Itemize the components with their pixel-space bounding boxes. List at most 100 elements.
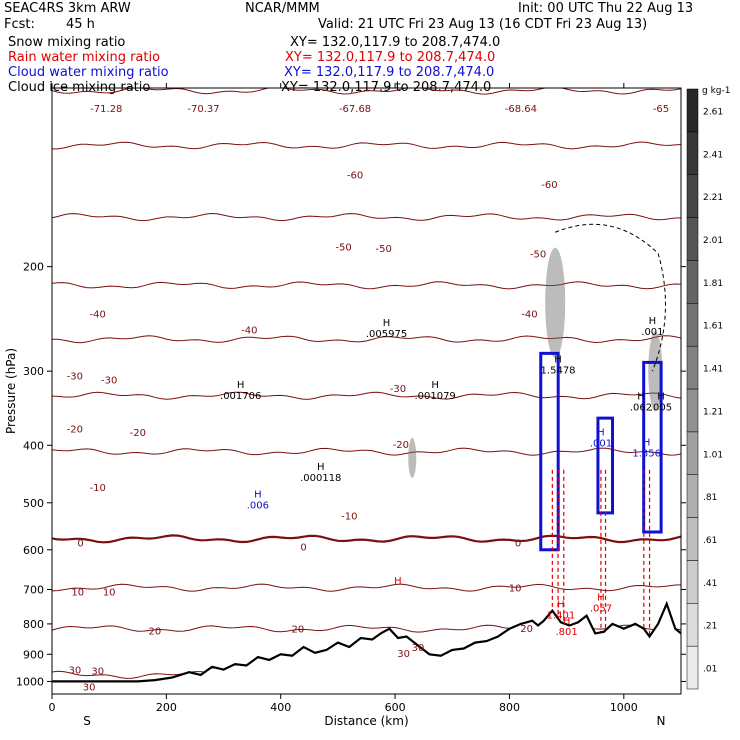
max-value-5: .006 (247, 501, 269, 512)
y-tick-label-300: 300 (23, 365, 44, 378)
plot-content: -71.28 -70.37 -67.68 -68.64 -65 -60 -60 -50 -50 -… (52, 88, 681, 694)
colorbar-swatch-8 (686, 303, 699, 347)
contour-label-34: 30 (83, 683, 96, 694)
y-axis-title: Pressure (hPa) (4, 348, 18, 434)
contour-label-0: -71.28 (90, 104, 122, 115)
isotherm--20 (52, 391, 681, 400)
x-tick-label-0: 0 (49, 701, 56, 714)
contour-label-31: 30 (91, 666, 104, 677)
colorbar-label-8: 1.61 (703, 322, 723, 332)
isotherm-10 (52, 583, 681, 592)
x-tick-label-800: 800 (499, 701, 520, 714)
contour-label-11: -40 (241, 325, 257, 336)
contour-label-21: 0 (77, 538, 83, 549)
x-tick-label-600: 600 (385, 701, 406, 714)
isotherm--30 (52, 335, 681, 344)
max-marker-12: H (657, 392, 665, 403)
x-tick-label-200: 200 (156, 701, 177, 714)
isotherm--10 (52, 447, 681, 456)
terrain-fill (52, 603, 681, 694)
cloud-water-region-0 (539, 351, 560, 552)
contour-label-18: -20 (393, 440, 409, 451)
max-value-14: .001 (590, 438, 612, 449)
isotherm-0 (52, 534, 681, 544)
contour-label-27: 20 (149, 626, 162, 637)
x-axis-title: Distance (km) (324, 714, 408, 728)
x-tick-label-1000: 1000 (610, 701, 638, 714)
y-tick-label-700: 700 (23, 584, 44, 597)
colorbar-swatch-4 (686, 474, 699, 518)
colorbar-label-3: .61 (703, 536, 717, 546)
field-xy-cloud-water: XY= 132.0,117.9 to 208.7,474.0 (284, 65, 495, 80)
contour-label-22: 0 (300, 542, 306, 553)
contour-label-19: -10 (90, 483, 106, 494)
center-title: NCAR/MMM (245, 1, 320, 16)
contour-label-20: -10 (341, 511, 357, 522)
colorbar-label-13: 2.61 (703, 107, 723, 117)
contour-label-26: 10 (509, 584, 522, 595)
colorbar-label-5: 1.01 (703, 450, 723, 460)
isotherm--50 (52, 212, 681, 222)
x-end-label-right: N (657, 714, 666, 728)
y-tick-label-400: 400 (23, 439, 44, 452)
colorbar-label-9: 1.81 (703, 279, 723, 289)
isotherm--60 (52, 141, 681, 150)
forecast-value: 45 h (66, 17, 95, 32)
x-end-label-left: S (83, 714, 91, 728)
max-marker-4: H (317, 462, 325, 473)
snow-shade-2 (408, 437, 417, 478)
max-value-4: .000118 (300, 473, 341, 484)
contour-label-2: -67.68 (339, 104, 371, 115)
max-value-11: .062 (630, 403, 652, 414)
contour-label-29: 20 (520, 624, 533, 635)
max-marker-2: H (431, 380, 439, 391)
colorbar-swatch-10 (686, 217, 699, 261)
contour-label-24: 10 (71, 587, 84, 598)
colorbar-label-10: 2.01 (703, 236, 723, 246)
field-name-snow: Snow mixing ratio (8, 35, 126, 50)
contour-label-1: -70.37 (187, 104, 219, 115)
y-tick-label-800: 800 (23, 618, 44, 631)
y-tick-label-1000: 1000 (16, 675, 44, 688)
colorbar-label-1: .21 (703, 622, 717, 632)
contour-label-23: 0 (515, 538, 521, 549)
valid-time: Valid: 21 UTC Fri 23 Aug 13 (16 CDT Fri … (318, 17, 648, 32)
max-marker-8: H (557, 599, 565, 610)
contour-label-14: -30 (101, 376, 117, 387)
plot-frame (51, 87, 682, 695)
contour-label-25: 10 (103, 587, 116, 598)
isotherm--40 (52, 281, 681, 290)
contour-label-13: -30 (67, 371, 83, 382)
contour-label-6: -60 (541, 180, 557, 191)
init-time: Init: 00 UTC Thu 22 Aug 13 (518, 1, 694, 16)
y-tick-label-900: 900 (23, 648, 44, 661)
cloud-ice-outline (555, 223, 666, 372)
colorbar-swatch-0 (686, 645, 699, 690)
colorbar-swatch-7 (686, 345, 699, 390)
max-marker-1: H (237, 380, 245, 391)
max-value-9: .801 (556, 627, 578, 638)
contour-label-8: -50 (375, 244, 391, 255)
max-marker-13: H (649, 316, 657, 327)
field-xy-snow: XY= 132.0,117.9 to 208.7,474.0 (290, 35, 501, 50)
field-xy-rain: XY= 132.0,117.9 to 208.7,474.0 (285, 50, 496, 65)
colorbar-swatch-11 (686, 174, 699, 218)
colorbar-swatch-6 (686, 388, 699, 433)
cloud-water-region-1 (642, 360, 663, 534)
max-marker-3: H (554, 354, 562, 365)
max-marker-6: H (394, 576, 402, 587)
y-tick-label-600: 600 (23, 544, 44, 557)
contour-label-3: -68.64 (505, 104, 537, 115)
isotherm--65 (52, 88, 681, 95)
contour-label-5: -60 (347, 171, 363, 182)
model-title: SEAC4RS 3km ARW (4, 1, 131, 16)
colorbar-swatch-3 (686, 517, 699, 561)
max-marker-7: H (597, 592, 605, 603)
contour-label-12: -40 (521, 310, 537, 321)
max-marker-5: H (254, 490, 262, 501)
max-value-7: .057 (590, 603, 612, 614)
max-value-1: .001706 (220, 391, 261, 402)
max-value-8: 1.401 (547, 610, 576, 621)
max-value-3: 1.5478 (541, 365, 576, 376)
